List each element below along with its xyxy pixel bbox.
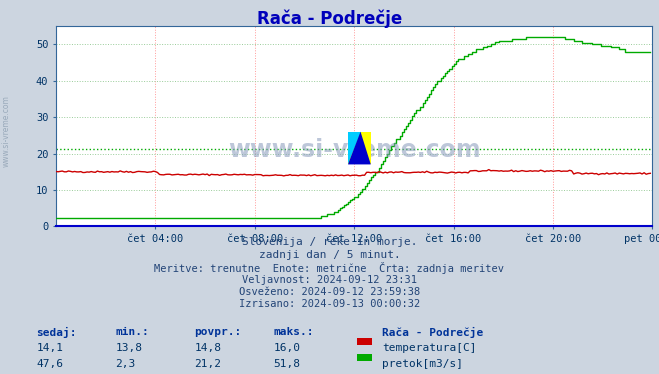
Text: 14,8: 14,8 <box>194 343 221 353</box>
Text: Rača - Podrečje: Rača - Podrečje <box>257 9 402 28</box>
Text: maks.:: maks.: <box>273 327 314 337</box>
Text: 14,1: 14,1 <box>36 343 63 353</box>
Text: Meritve: trenutne  Enote: metrične  Črta: zadnja meritev: Meritve: trenutne Enote: metrične Črta: … <box>154 262 505 274</box>
Text: 16,0: 16,0 <box>273 343 301 353</box>
Text: 21,2: 21,2 <box>194 359 221 369</box>
Bar <box>348 132 371 165</box>
Polygon shape <box>348 132 371 165</box>
Text: 47,6: 47,6 <box>36 359 63 369</box>
Text: Rača - Podrečje: Rača - Podrečje <box>382 327 484 338</box>
Text: min.:: min.: <box>115 327 149 337</box>
Text: Izrisano: 2024-09-13 00:00:32: Izrisano: 2024-09-13 00:00:32 <box>239 299 420 309</box>
Text: 51,8: 51,8 <box>273 359 301 369</box>
Text: Veljavnost: 2024-09-12 23:31: Veljavnost: 2024-09-12 23:31 <box>242 275 417 285</box>
Text: temperatura[C]: temperatura[C] <box>382 343 476 353</box>
Text: www.si-vreme.com: www.si-vreme.com <box>2 95 11 167</box>
Text: www.si-vreme.com: www.si-vreme.com <box>228 138 480 162</box>
Text: sedaj:: sedaj: <box>36 327 76 338</box>
Text: pretok[m3/s]: pretok[m3/s] <box>382 359 463 369</box>
Text: 13,8: 13,8 <box>115 343 142 353</box>
Text: Slovenija / reke in morje.: Slovenija / reke in morje. <box>242 237 417 248</box>
Text: Osveženo: 2024-09-12 23:59:38: Osveženo: 2024-09-12 23:59:38 <box>239 287 420 297</box>
Polygon shape <box>348 132 360 165</box>
Text: povpr.:: povpr.: <box>194 327 242 337</box>
Text: zadnji dan / 5 minut.: zadnji dan / 5 minut. <box>258 250 401 260</box>
Text: 2,3: 2,3 <box>115 359 136 369</box>
